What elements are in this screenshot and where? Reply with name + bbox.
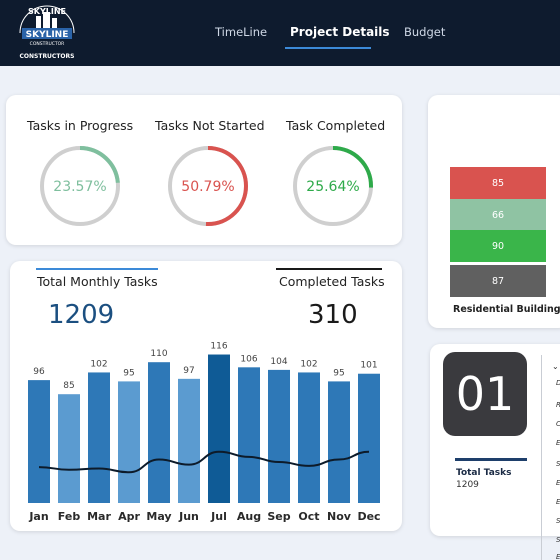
chart-bar-jul[interactable] <box>208 354 230 503</box>
chart-bar-jun[interactable] <box>178 378 200 503</box>
donut-arc <box>168 146 248 226</box>
chart-category-label: Jul <box>210 510 227 523</box>
kpi-title-not-started: Tasks Not Started <box>155 118 265 133</box>
chart-category-label: Jun <box>178 510 199 523</box>
completed-tasks-value: 310 <box>308 300 358 330</box>
chart-bar-mar[interactable] <box>88 372 110 503</box>
donut-value: 50.79% <box>181 179 234 195</box>
chart-data-label: 104 <box>270 357 287 367</box>
total-monthly-tasks-label[interactable]: Total Monthly Tasks <box>37 274 158 289</box>
status-bar-1[interactable]: 85 <box>450 167 546 199</box>
completed-tasks-underline <box>276 268 382 270</box>
status-bar-4[interactable]: 87 <box>450 265 546 297</box>
chart-data-label: 85 <box>63 381 74 391</box>
chart-data-label: 110 <box>150 349 167 359</box>
chart-category-label: Aug <box>237 510 261 523</box>
slicer-panel[interactable] <box>541 355 560 560</box>
donut-value: 23.57% <box>53 179 106 195</box>
slicer-item[interactable]: S <box>556 536 560 544</box>
slicer-item[interactable]: R <box>556 401 560 409</box>
slicer-item[interactable]: S <box>556 460 560 468</box>
chart-data-label: 116 <box>210 342 227 352</box>
slicer-item[interactable]: E <box>556 439 560 447</box>
slicer-item[interactable]: C <box>556 420 560 428</box>
chart-bar-aug[interactable] <box>238 367 260 503</box>
chart-category-label: May <box>146 510 171 523</box>
logo-text-top: SKYLINE <box>28 7 66 16</box>
slicer-item[interactable]: E <box>556 498 560 506</box>
chart-category-label: Nov <box>327 510 352 523</box>
logo-text-bottom: CONSTRUCTORS <box>20 53 75 60</box>
building-caption: Residential Building A <box>453 304 560 315</box>
project-number-tile: 01 <box>443 352 527 436</box>
slicer-item[interactable]: Di <box>556 379 560 387</box>
chart-data-label: 102 <box>300 359 317 369</box>
chart-category-label: Apr <box>118 510 140 523</box>
chart-category-label: Dec <box>357 510 380 523</box>
slicer-item[interactable]: E <box>556 553 560 560</box>
chevron-down-icon[interactable]: ⌄ <box>552 362 559 371</box>
kpi-title-completed: Task Completed <box>286 118 386 133</box>
kpi-title-in-progress: Tasks in Progress <box>27 118 134 133</box>
chart-data-label: 101 <box>360 361 377 371</box>
chart-category-label: Sep <box>267 510 290 523</box>
slicer-item[interactable]: S <box>556 517 560 525</box>
chart-bar-sep[interactable] <box>268 369 290 503</box>
logo-text-main: SKYLINE <box>26 30 69 40</box>
chart-bar-feb[interactable] <box>58 394 80 503</box>
status-bar-3[interactable]: 90 <box>450 230 546 262</box>
chart-bar-dec[interactable] <box>358 373 380 503</box>
donut-value: 25.64% <box>306 179 359 195</box>
chart-bar-nov[interactable] <box>328 381 350 503</box>
chart-bar-jan[interactable] <box>28 380 50 503</box>
chart-category-label: Oct <box>298 510 319 523</box>
top-navigation-bar: SKYLINE SKYLINE CONSTRUCTOR CONSTRUCTORS… <box>0 0 560 66</box>
tab-project-details[interactable]: Project Details <box>290 25 390 39</box>
chart-category-label: Mar <box>87 510 111 523</box>
donut-completed: 25.64% <box>293 146 373 226</box>
donut-not-started: 50.79% <box>168 146 248 226</box>
tab-timeline[interactable]: TimeLine <box>215 25 268 39</box>
chart-bar-may[interactable] <box>148 362 170 503</box>
chart-trend-line <box>38 450 370 474</box>
donut-arc <box>40 146 120 226</box>
skyline-logo: SKYLINE SKYLINE CONSTRUCTOR CONSTRUCTORS <box>19 5 75 60</box>
chart-bar-apr[interactable] <box>118 381 140 503</box>
total-monthly-underline <box>36 268 158 270</box>
tab-budget[interactable]: Budget <box>404 25 446 39</box>
chart-data-label: 97 <box>183 366 194 376</box>
logo-text-sub: CONSTRUCTOR <box>30 41 65 47</box>
slicer-item[interactable]: E <box>556 479 560 487</box>
chart-data-label: 106 <box>240 354 257 364</box>
status-bar-2[interactable]: 66 <box>450 199 546 231</box>
monthly-tasks-bar-chart: 96 Jan 85 Feb 102 Mar 95 Apr 110 May 97 Jun 116 Jul 10… <box>28 342 381 523</box>
chart-data-label: 95 <box>123 368 134 378</box>
donut-in-progress: 23.57% <box>40 146 120 226</box>
chart-data-label: 102 <box>90 359 107 369</box>
chart-bar-oct[interactable] <box>298 372 320 503</box>
total-tasks-value: 1209 <box>456 480 479 490</box>
chart-data-label: 96 <box>33 367 45 377</box>
total-monthly-tasks-value: 1209 <box>48 300 115 330</box>
kpi-card <box>6 95 402 245</box>
chart-category-label: Feb <box>58 510 81 523</box>
total-tasks-underline <box>455 458 527 461</box>
completed-tasks-label[interactable]: Completed Tasks <box>279 274 385 289</box>
total-tasks-label: Total Tasks <box>456 468 512 478</box>
chart-category-label: Jan <box>28 510 48 523</box>
donut-arc <box>293 146 373 226</box>
chart-data-label: 95 <box>333 368 344 378</box>
active-tab-indicator <box>285 47 371 49</box>
